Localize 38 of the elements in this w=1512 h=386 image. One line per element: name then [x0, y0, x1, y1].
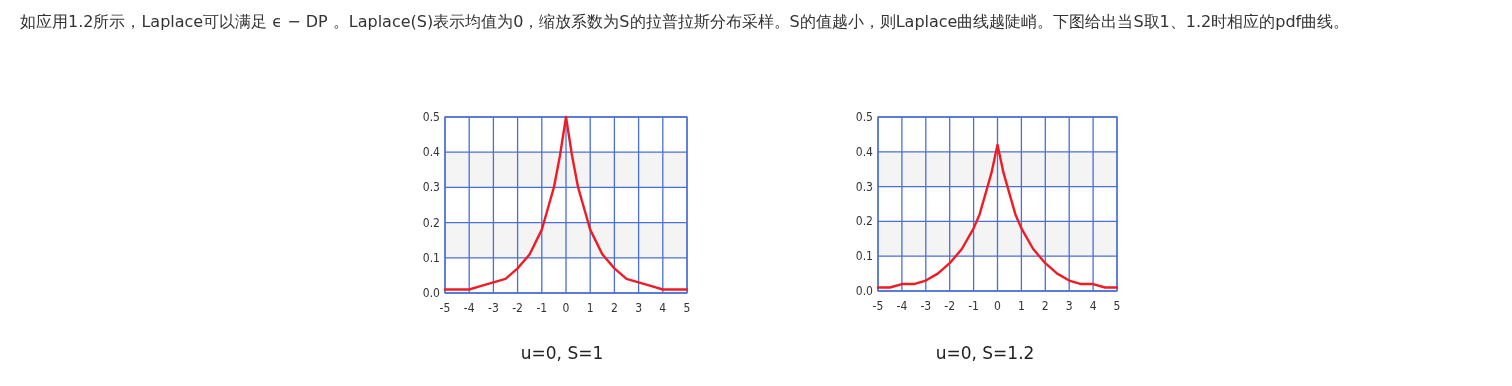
x-tick-label: 1 — [1017, 299, 1025, 313]
x-tick-label: 3 — [635, 301, 643, 315]
y-tick-label: 0.0 — [422, 286, 441, 300]
y-tick-label: 0.5 — [855, 110, 873, 124]
x-tick-label: -1 — [968, 299, 979, 313]
x-tick-label: 1 — [586, 301, 594, 315]
x-tick-label: -1 — [536, 301, 548, 315]
x-tick-label: 5 — [683, 301, 691, 315]
y-tick-label: 0.4 — [855, 144, 874, 159]
y-tick-label: 0.3 — [422, 180, 440, 195]
x-tick-label: -5 — [439, 301, 451, 315]
x-tick-label: 4 — [1089, 299, 1097, 313]
x-tick-label: 0 — [562, 301, 570, 315]
x-tick-label: 3 — [1065, 299, 1073, 313]
x-tick-label: 5 — [1113, 299, 1121, 313]
line-series — [443, 115, 689, 291]
y-tick-label: 0.4 — [422, 145, 441, 160]
x-tick-label: 2 — [610, 301, 618, 315]
y-tick-label: 0.2 — [422, 215, 440, 230]
y-tick-label: 0.3 — [855, 179, 873, 194]
x-tick-label: -2 — [944, 299, 956, 313]
x-tick-label: 2 — [1041, 299, 1049, 313]
x-tick-label: -3 — [920, 299, 932, 313]
x-tick-label: 0 — [994, 299, 1002, 313]
y-tick-label: 0.1 — [855, 249, 873, 264]
y-tick-label: 0.2 — [855, 214, 873, 229]
y-tick-label: 0.0 — [855, 284, 874, 298]
x-tick-label: -4 — [463, 301, 475, 315]
text: u=0, S=1 — [520, 343, 604, 363]
chart-title: 如应用1.2所示，Laplace可以满足 ϵ − DP 。Laplace(S)表示均值为0，缩放系数为S的拉普拉斯分布采样。S的值越小，则Laplace曲线越陡峭。下图给出当S取1、1.2时相应的pdf曲线。 — [20, 11, 1351, 33]
x-tick-label: -5 — [872, 299, 884, 313]
x-tick-label: -3 — [488, 301, 499, 315]
x-tick-label: -4 — [896, 299, 908, 313]
x-tick-label: 4 — [659, 301, 667, 315]
y-tick-label: 0.1 — [422, 250, 440, 265]
y-tick-label: 0.5 — [422, 110, 440, 124]
x-tick-label: -2 — [512, 301, 523, 315]
text: u=0, S=1.2 — [935, 343, 1035, 363]
